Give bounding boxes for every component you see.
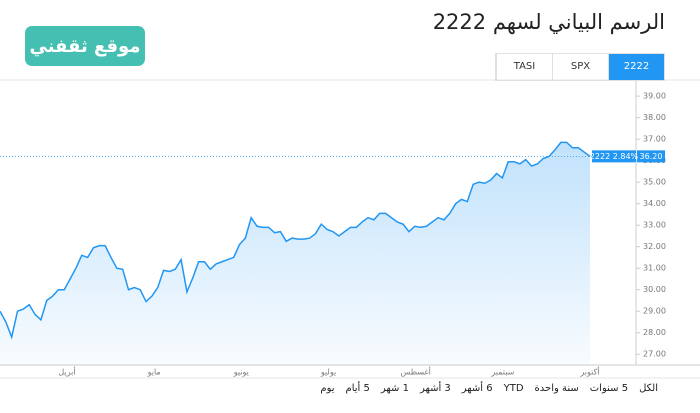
range-button[interactable]: YTD [503,383,524,394]
price-tag-bg [637,150,665,163]
x-tick-label: أكتوبر [579,367,599,377]
y-tick-label: 27.00 [643,350,666,359]
range-button[interactable]: سنة واحدة [534,383,579,394]
tabs: TASI SPX 2222 [495,53,665,81]
y-tick-label: 28.00 [643,328,666,337]
price-line [0,141,591,340]
range-button[interactable]: يوم [320,383,335,394]
y-tick-label: 37.00 [643,135,666,144]
range-button[interactable]: الكل [639,383,658,394]
range-button[interactable]: 3 أشهر [419,383,451,394]
tab[interactable]: SPX [552,54,608,80]
x-tick-label: أغسطس [401,367,431,377]
logo[interactable]: موقع ثقفني [25,26,145,66]
y-tick-label: 39.00 [643,92,666,101]
y-tick-label: 35.00 [643,178,666,187]
x-tick-label: مايو [147,368,161,377]
x-tick-label: سبتمبر [490,368,514,377]
y-tick-label: 38.00 [643,113,666,122]
range-bar: يوم 5 أيام 1 شهر 3 أشهر 6 أشهر YTD سنة واحدة 5 … [320,383,658,394]
y-tick-label: 32.00 [643,242,666,251]
tab[interactable]: TASI [496,54,552,80]
x-tick-label: يونيو [233,368,249,377]
x-tick-label: يوليو [320,368,336,377]
tab[interactable]: 2222 [608,54,664,80]
y-tick-label: 33.00 [643,221,666,230]
range-button[interactable]: 5 أيام [345,383,370,394]
range-button[interactable]: 6 أشهر [461,383,493,394]
title: الرسم البياني لسهم 2222 [432,10,665,34]
area-fill [0,142,590,365]
range-button[interactable]: 5 سنوات [589,383,629,394]
y-tick-label: 29.00 [643,307,666,316]
y-tick-label: 34.00 [643,199,666,208]
range-button[interactable]: 1 شهر [380,383,409,394]
price-tag-bg [592,150,636,163]
price-tag-value: 36.20 [640,152,663,161]
x-tick-label: أبريل [58,367,75,377]
y-tick-label: 31.00 [643,264,666,273]
price-tag-text: 2222 2.84% [590,152,639,161]
y-tick-label: 30.00 [643,285,666,294]
